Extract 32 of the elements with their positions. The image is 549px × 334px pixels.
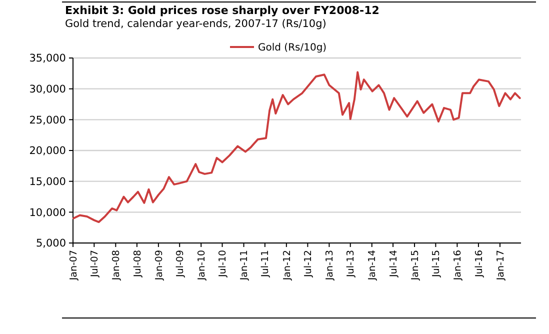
x-tick-label: Jan-11	[239, 250, 250, 282]
y-tick-label: 20,000	[29, 145, 66, 158]
x-tick-label: Jan-12	[282, 250, 293, 282]
x-tick-label: Jan-07	[68, 250, 80, 282]
x-tick-label: Jul-07	[89, 250, 100, 278]
x-tick-label: Jan-10	[196, 250, 208, 282]
y-tick-label: 10,000	[29, 206, 66, 219]
x-tick-label: Jul-13	[346, 250, 357, 278]
x-tick-label: Jul-09	[174, 250, 186, 278]
chart-title: Exhibit 3: Gold prices rose sharply over FY2008-12	[65, 4, 380, 17]
x-tick-label: Jan-13	[324, 250, 336, 282]
y-tick-label: 35,000	[29, 52, 66, 65]
x-tick-label: Jan-17	[495, 250, 506, 282]
x-tick-label: Jul-08	[132, 250, 144, 278]
x-tick-label: Jan-09	[154, 250, 165, 282]
x-tick-label: Jan-08	[110, 250, 122, 282]
x-tick-label: Jul-14	[388, 250, 400, 278]
y-tick-label: 5,000	[36, 238, 66, 250]
y-tick-label: 15,000	[29, 176, 66, 188]
x-tick-label: Jan-14	[367, 250, 378, 282]
x-tick-label: Jul-12	[303, 250, 314, 278]
x-tick-label: Jul-11	[260, 250, 272, 278]
x-tick-label: Jan-16	[452, 250, 464, 282]
chart-subtitle: Gold trend, calendar year-ends, 2007-17 (Rs/10g)	[65, 18, 326, 30]
x-tick-label: Jul-15	[431, 250, 442, 278]
legend-label: Gold (Rs/10g)	[258, 42, 327, 54]
y-tick-label: 25,000	[29, 114, 66, 126]
line-series	[72, 71, 521, 224]
x-tick-label: Jul-16	[474, 250, 485, 278]
y-tick-label: 30,000	[29, 84, 66, 96]
x-tick-label: Jan-15	[410, 250, 421, 282]
x-tick-label: Jul-10	[218, 250, 229, 278]
